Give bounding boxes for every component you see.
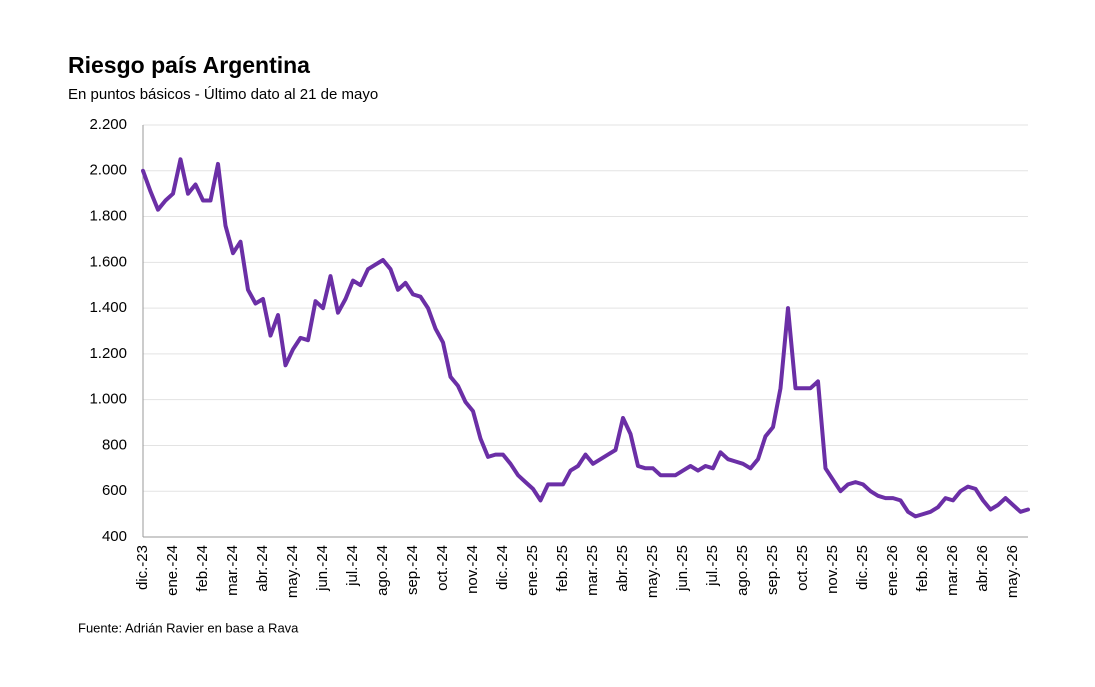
x-tick-label: oct.-24 xyxy=(434,545,451,591)
x-tick-label: mar.-26 xyxy=(944,545,961,596)
x-tick-label: abr.-25 xyxy=(614,545,631,592)
x-tick-label: ago.-25 xyxy=(734,545,751,596)
y-tick-label: 1.400 xyxy=(89,299,127,316)
x-tick-label: mar.-24 xyxy=(224,545,241,596)
x-tick-label: jul.-24 xyxy=(344,545,361,587)
x-tick-label: jun.-24 xyxy=(314,545,331,592)
x-tick-label: nov.-25 xyxy=(824,545,841,594)
x-tick-label: ene.-24 xyxy=(164,545,181,596)
x-tick-label: nov.-24 xyxy=(464,545,481,594)
y-tick-label: 600 xyxy=(102,482,127,499)
y-tick-label: 1.600 xyxy=(89,253,127,270)
x-tick-label: ene.-25 xyxy=(524,545,541,596)
x-tick-label: feb.-25 xyxy=(554,545,571,592)
chart-subtitle: En puntos básicos - Último dato al 21 de… xyxy=(68,86,378,103)
x-tick-label: jun.-25 xyxy=(674,545,691,592)
y-tick-label: 800 xyxy=(102,436,127,453)
x-tick-label: ago.-24 xyxy=(374,545,391,596)
data-line xyxy=(141,157,1030,519)
y-tick-label: 2.000 xyxy=(89,162,127,179)
x-tick-label: jul.-25 xyxy=(704,545,721,587)
x-tick-label: feb.-24 xyxy=(194,545,211,592)
x-tick-label: oct.-25 xyxy=(794,545,811,591)
x-tick-label: may.-25 xyxy=(644,545,661,598)
x-tick-label: may.-26 xyxy=(1004,545,1021,598)
x-tick-label: dic.-25 xyxy=(854,545,871,590)
x-tick-label: abr.-26 xyxy=(974,545,991,592)
x-tick-label: sep.-24 xyxy=(404,545,421,595)
x-tick-label: ene.-26 xyxy=(884,545,901,596)
x-tick-label: abr.-24 xyxy=(254,545,271,592)
x-tick-label: dic.-24 xyxy=(494,545,511,590)
y-tick-label: 1.000 xyxy=(89,391,127,408)
chart-title: Riesgo país Argentina xyxy=(68,52,310,78)
y-tick-label: 1.800 xyxy=(89,208,127,225)
y-tick-label: 1.200 xyxy=(89,345,127,362)
x-tick-label: dic.-23 xyxy=(134,545,151,590)
x-tick-label: sep.-25 xyxy=(764,545,781,595)
x-tick-label: feb.-26 xyxy=(914,545,931,592)
y-tick-label: 2.200 xyxy=(89,116,127,133)
source: Fuente: Adrián Ravier en base a Rava xyxy=(78,620,299,635)
x-tick-label: may.-24 xyxy=(284,545,301,598)
y-tick-label: 400 xyxy=(102,528,127,545)
x-tick-label: mar.-25 xyxy=(584,545,601,596)
